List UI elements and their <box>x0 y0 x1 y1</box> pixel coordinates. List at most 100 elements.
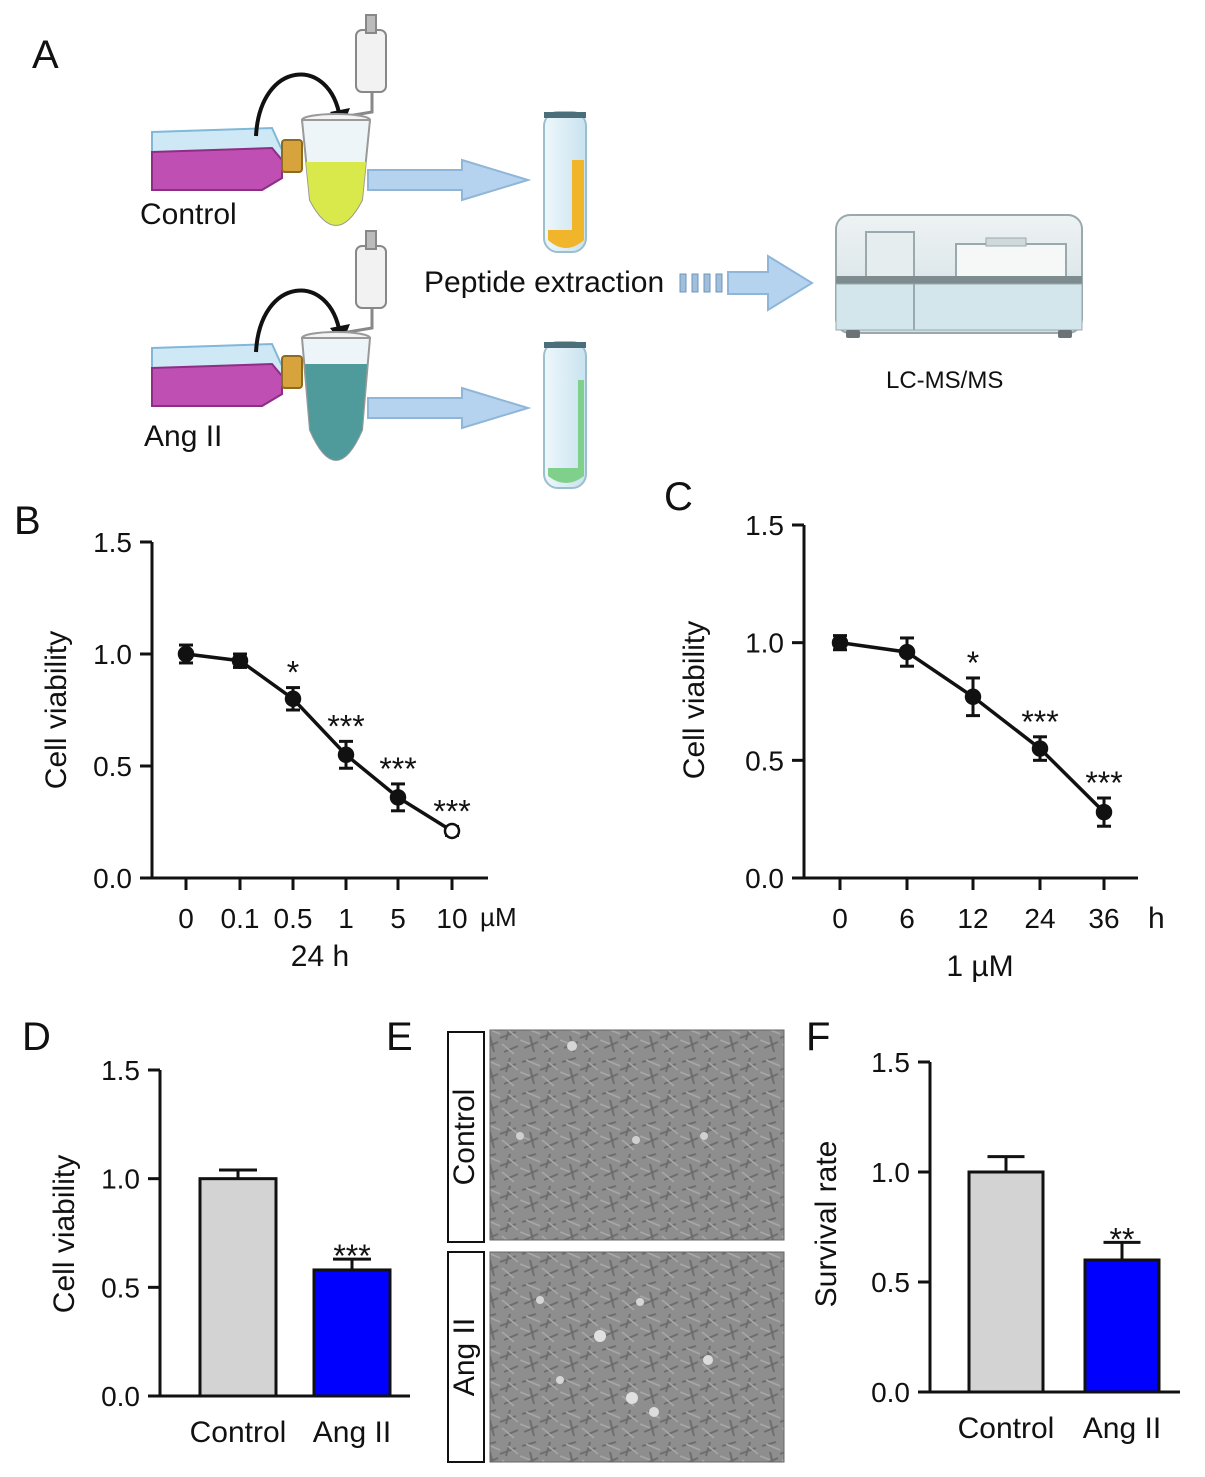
f-ytick-label-0: 0.0 <box>871 1377 910 1408</box>
panel-letter-d: D <box>22 1015 51 1059</box>
d-xtick-label-0: Control <box>190 1416 287 1449</box>
e-row-label-box-control <box>447 1031 485 1243</box>
b-series-line <box>185 652 453 833</box>
d-bar-1 <box>312 1268 392 1398</box>
b-unit-label: µM <box>480 902 517 932</box>
b-x-ticks: 0 0.1 0.5 1 5 10 <box>178 878 468 934</box>
f-ytick-label-1: 0.5 <box>871 1267 910 1298</box>
c-xtick-label-4: 36 <box>1088 903 1119 934</box>
c-ytick-label-0: 0.0 <box>745 863 784 894</box>
b-xtick-label-4: 5 <box>390 903 406 934</box>
test-tube-angii-icon <box>543 341 587 489</box>
centrifuge-tube-angii-icon <box>300 331 372 461</box>
b-ytick-label-2: 1.0 <box>93 639 132 670</box>
c-ytick-label-2: 1.0 <box>745 628 784 659</box>
pipette-angii-icon <box>335 230 387 336</box>
c-xtick-label-2: 12 <box>957 903 988 934</box>
micrograph-control-image <box>489 1029 785 1241</box>
d-ytick-label-0: 0.0 <box>101 1381 140 1412</box>
f-bar-1 <box>1083 1258 1161 1394</box>
f-xtick-label-0: Control <box>958 1412 1055 1445</box>
panel-letter-e: E <box>386 1015 413 1059</box>
c-point-4 <box>1095 803 1113 821</box>
d-ytick-label-1: 0.5 <box>101 1272 140 1303</box>
micrograph-control-highlights <box>516 1041 708 1144</box>
b-xtick-label-0: 0 <box>178 903 194 934</box>
panel-f-chart: F Survival rate 0.0 0.5 1.0 1.5 Control Ang … <box>806 1015 1180 1445</box>
b-point-4 <box>389 789 407 806</box>
c-ylabel: Cell viability <box>678 621 711 779</box>
b-points: ********** <box>177 643 471 840</box>
e-row-label-angii: Ang II <box>448 1318 481 1396</box>
f-ytick-label-2: 1.0 <box>871 1157 910 1188</box>
b-ylabel: Cell viability <box>40 631 73 789</box>
c-x-ticks: 0 6 12 24 36 <box>832 878 1120 934</box>
c-point-1 <box>898 643 916 661</box>
c-unit-label: h <box>1148 902 1165 935</box>
b-point-3 <box>337 746 355 764</box>
b-point-5 <box>443 822 461 840</box>
f-y-ticks: 0.0 0.5 1.0 1.5 <box>871 1047 930 1408</box>
panel-letter-a: A <box>32 33 59 77</box>
centrifuge-tube-control-icon <box>300 113 372 226</box>
b-ytick-label-1: 0.5 <box>93 751 132 782</box>
c-significance-2: * <box>967 645 979 681</box>
b-xtick-label-5: 10 <box>436 903 467 934</box>
pipette-control-icon <box>335 14 387 120</box>
f-bar-0 <box>967 1170 1045 1394</box>
b-point-0 <box>177 645 195 663</box>
c-xtick-label-1: 6 <box>899 903 915 934</box>
b-significance-4: *** <box>379 751 416 787</box>
c-y-ticks: 0.0 0.5 1.0 1.5 <box>745 510 804 894</box>
c-xtick-label-0: 0 <box>832 903 848 934</box>
c-point-2 <box>964 688 982 706</box>
c-significance-3: *** <box>1021 704 1058 740</box>
d-xtick-label-1: Ang II <box>313 1416 391 1449</box>
lc-ms-instrument-icon <box>835 214 1083 338</box>
b-y-ticks: 0.0 0.5 1.0 1.5 <box>93 527 152 894</box>
lc-ms-label: LC-MS/MS <box>886 367 1003 394</box>
c-significance-4: *** <box>1085 765 1122 801</box>
f-significance-1: ** <box>1110 1221 1135 1257</box>
b-xtick-label-1: 0.1 <box>221 903 260 934</box>
c-point-3 <box>1031 740 1049 757</box>
micrograph-angii-highlights <box>536 1296 713 1417</box>
f-ylabel: Survival rate <box>810 1141 843 1308</box>
f-xtick-label-1: Ang II <box>1083 1412 1161 1445</box>
control-label: Control <box>140 198 237 231</box>
b-xtick-label-3: 1 <box>338 903 354 934</box>
d-ylabel: Cell viability <box>48 1155 81 1313</box>
peptide-extraction-label: Peptide extraction <box>424 266 664 299</box>
b-xlabel: 24 h <box>291 940 349 973</box>
panel-e-micrographs: E Control Ang II <box>386 1015 785 1463</box>
b-ytick-label-3: 1.5 <box>93 527 132 558</box>
f-ytick-label-3: 1.5 <box>871 1047 910 1078</box>
block-arrow-control-icon <box>367 158 532 202</box>
panel-b-chart: B Cell viability 0.0 0.5 1.0 1.5 0 0.1 0.5 1 5 1… <box>14 499 517 973</box>
c-point-0 <box>831 634 849 651</box>
transfer-arrow-control-icon <box>254 72 342 137</box>
culture-flask-angii-icon <box>151 342 303 407</box>
micrograph-angii-image <box>489 1251 785 1463</box>
b-point-2 <box>284 690 302 708</box>
panel-letter-c: C <box>664 475 693 519</box>
b-xtick-label-2: 0.5 <box>274 903 313 934</box>
c-xlabel: 1 µM <box>946 950 1013 983</box>
culture-flask-control-icon <box>151 126 303 191</box>
d-bar-0 <box>198 1177 278 1398</box>
c-ytick-label-3: 1.5 <box>745 510 784 541</box>
panel-c-chart: C Cell viability 0.0 0.5 1.0 1.5 0 6 12 24 36 *… <box>664 475 1165 983</box>
transfer-arrow-angii-icon <box>254 288 342 353</box>
panel-letter-f: F <box>806 1015 830 1059</box>
d-ytick-label-3: 1.5 <box>101 1055 140 1086</box>
block-arrow-extraction-icon <box>727 254 814 312</box>
d-bars: Control Ang II *** <box>190 1168 392 1449</box>
b-significance-5: *** <box>433 793 470 829</box>
d-significance-1: *** <box>333 1238 370 1274</box>
b-significance-2: * <box>287 655 299 691</box>
b-point-1 <box>231 652 249 669</box>
panel-letter-b: B <box>14 499 41 543</box>
e-row-label-box-angii <box>447 1251 485 1463</box>
f-bars: Control Ang II ** <box>958 1155 1161 1445</box>
